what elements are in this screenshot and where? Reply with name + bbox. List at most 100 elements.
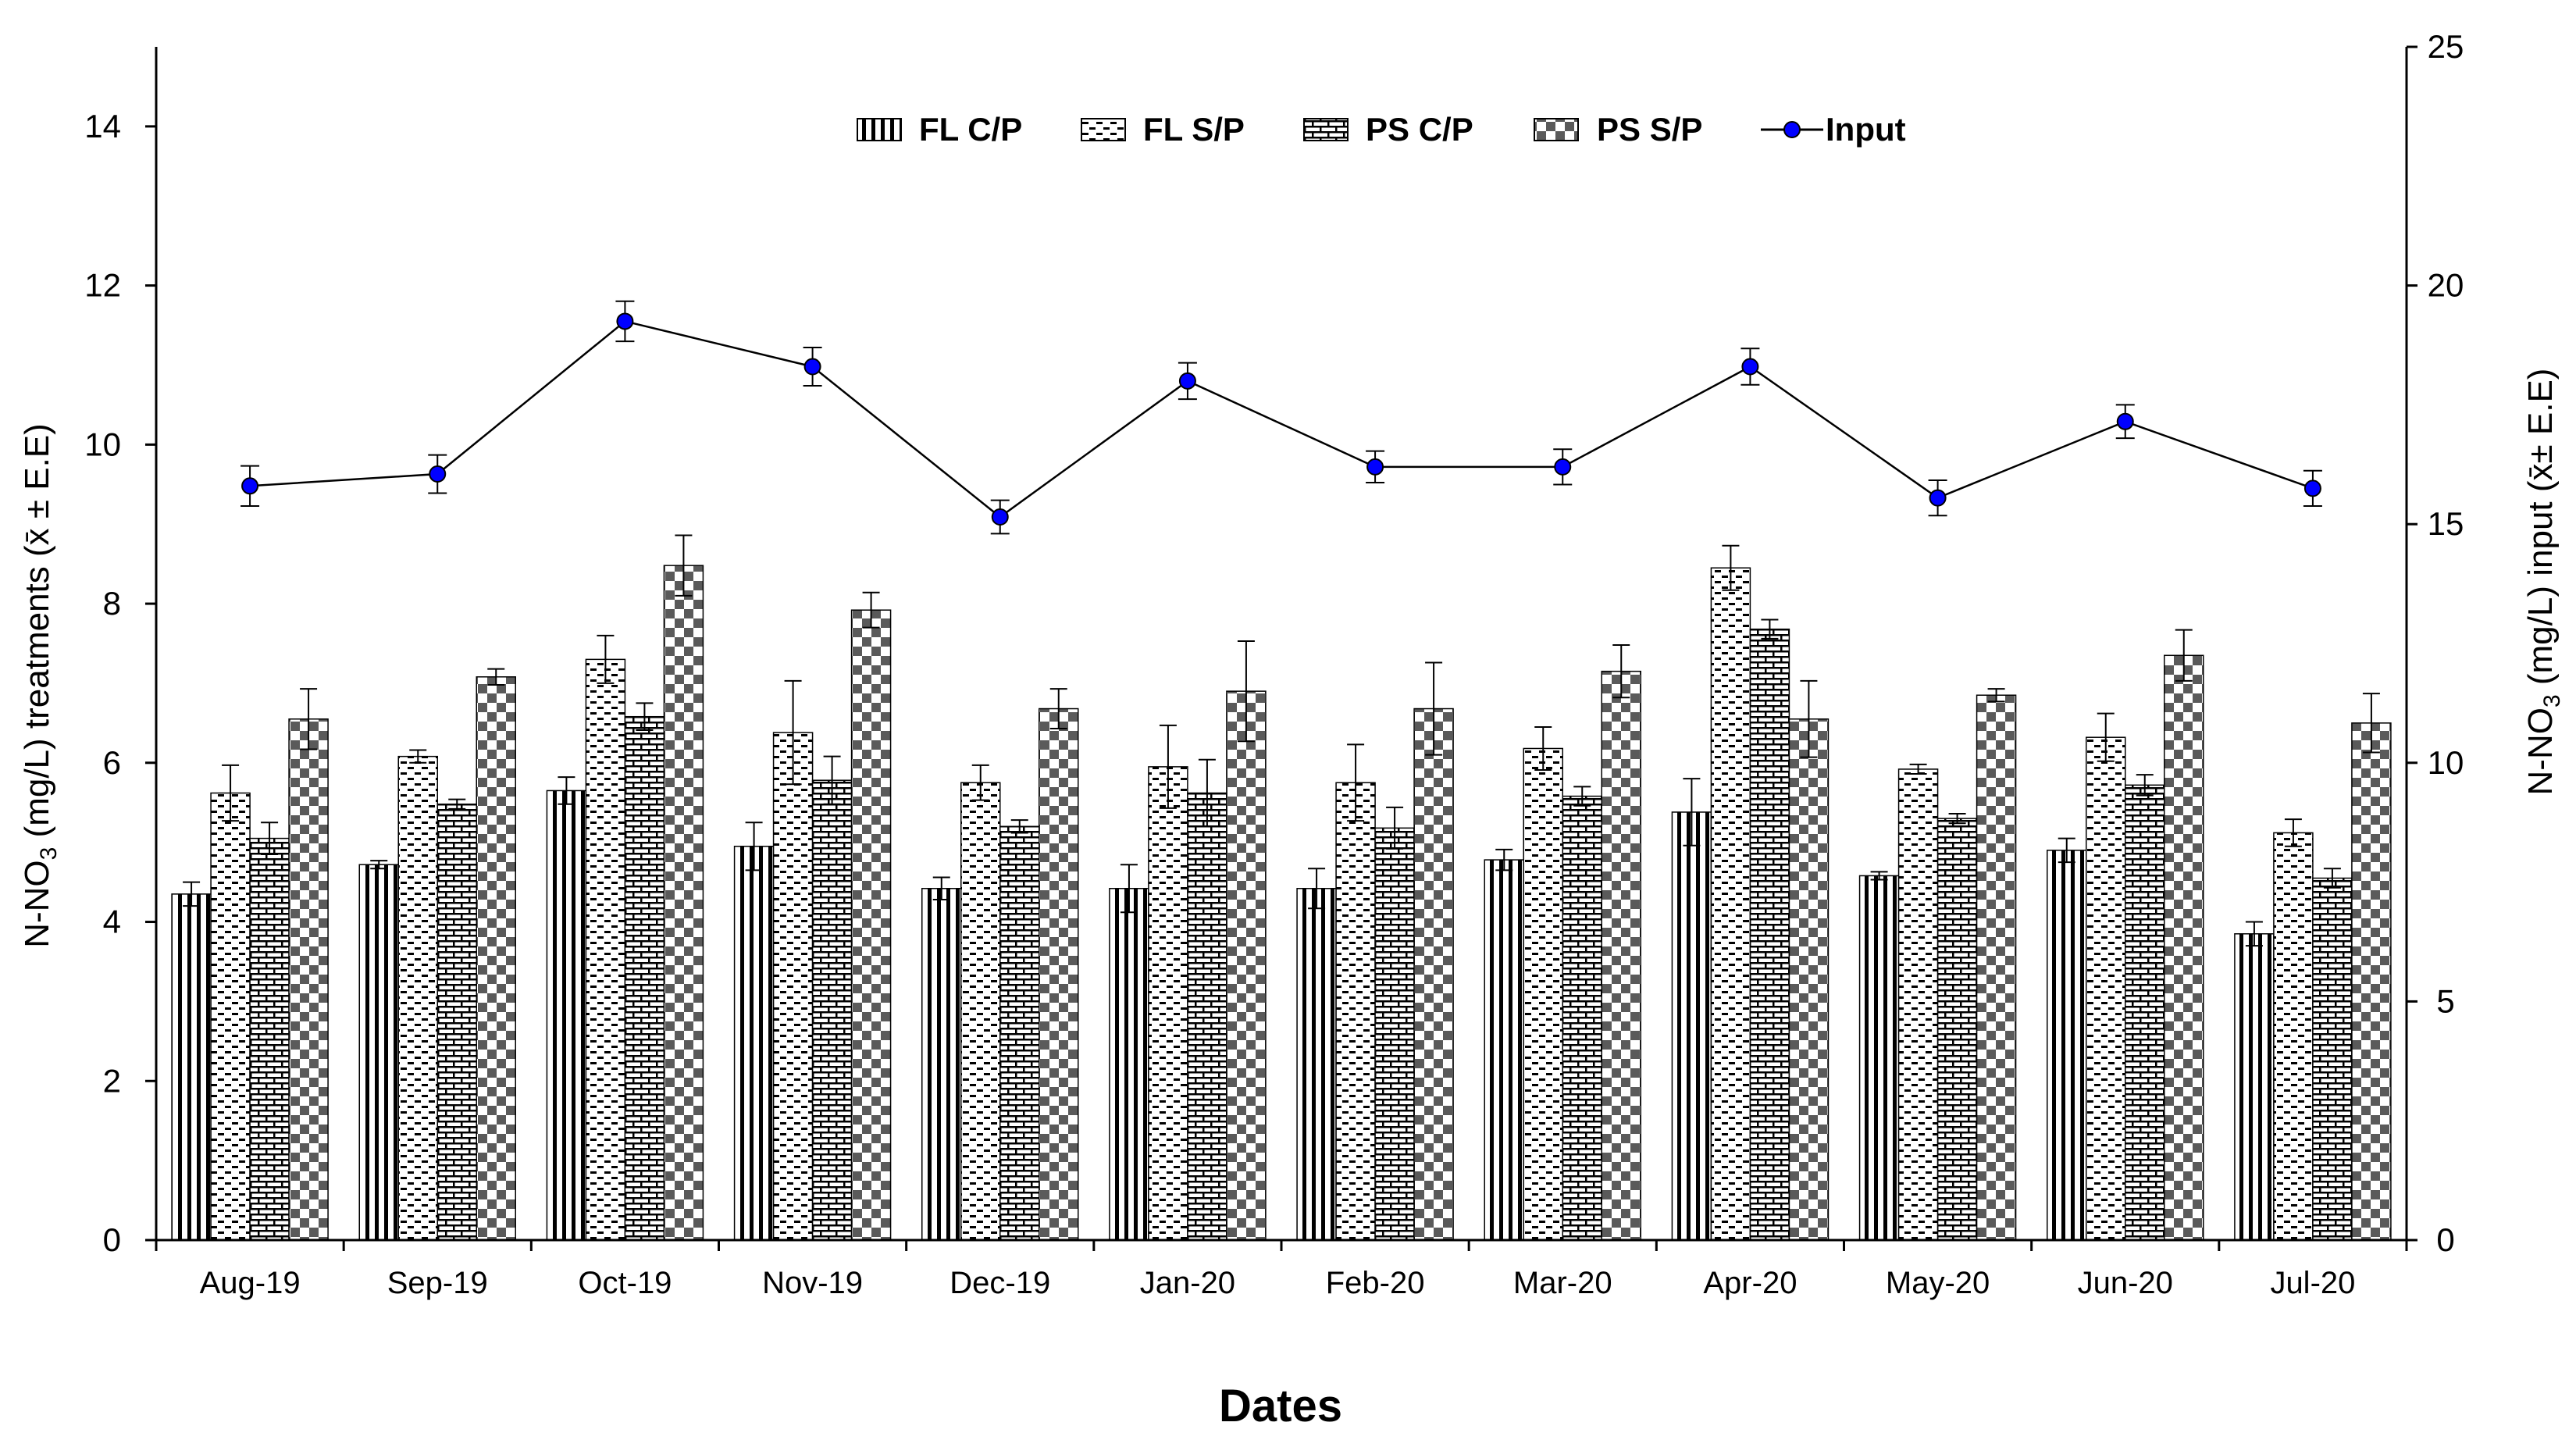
x-axis-title: Dates (1219, 1381, 1342, 1431)
bar-fl-s-p-oct-19 (585, 658, 626, 1241)
error-bar-fl-c-p-feb-20 (1308, 868, 1326, 910)
error-bar-ps-c-p-jul-20 (2323, 868, 2341, 889)
bar-fl-c-p-dec-19 (921, 887, 962, 1241)
bar-ps-c-p-dec-19 (999, 825, 1040, 1241)
error-bar-fl-c-p-sep-19 (370, 860, 388, 870)
x-tick-label-jul-20: Jul-20 (2270, 1266, 2355, 1300)
error-bar-ps-c-p-jan-20 (1198, 758, 1216, 828)
y-tick-label-12: 12 (84, 267, 121, 304)
y2-tick-label-0: 0 (2436, 1221, 2454, 1258)
legend-label-input: Input (1826, 111, 1906, 148)
bar-fl-c-p-oct-19 (546, 790, 587, 1241)
error-bar-fl-s-p-aug-19 (222, 764, 240, 822)
error-bar-ps-c-p-nov-19 (823, 755, 841, 805)
error-bar-ps-s-p-may-20 (1987, 688, 2005, 703)
bar-ps-c-p-sep-19 (436, 804, 477, 1241)
bar-fl-s-p-sep-19 (397, 755, 438, 1241)
input-point-oct-19 (616, 312, 634, 330)
bar-fl-s-p-feb-20 (1335, 782, 1376, 1241)
bar-fl-s-p-dec-19 (960, 782, 1001, 1241)
error-bar-fl-c-p-aug-19 (183, 881, 201, 907)
error-bar-fl-s-p-dec-19 (971, 764, 989, 801)
error-bar-ps-s-p-oct-19 (675, 534, 693, 597)
error-bar-ps-c-p-may-20 (1948, 812, 1966, 825)
bar-ps-s-p-jan-20 (1226, 690, 1267, 1241)
bar-fl-c-p-jun-20 (2047, 850, 2087, 1241)
y2-tick-label-25: 25 (2428, 28, 2464, 65)
input-point-mar-20 (1554, 458, 1572, 476)
error-bar-fl-c-p-dec-19 (932, 876, 950, 901)
y2-tick-label-5: 5 (2436, 982, 2454, 1019)
bar-ps-s-p-apr-20 (1788, 718, 1830, 1241)
legend-label-ps-sp: PS S/P (1597, 111, 1702, 148)
bar-ps-s-p-dec-19 (1039, 708, 1079, 1241)
bar-fl-c-p-apr-20 (1671, 811, 1712, 1241)
bar-ps-s-p-nov-19 (850, 609, 892, 1241)
x-tick-label-apr-20: Apr-20 (1703, 1266, 1797, 1300)
error-bar-ps-c-p-sep-19 (448, 798, 466, 810)
bar-ps-s-p-may-20 (1976, 694, 2017, 1241)
bar-fl-s-p-aug-19 (210, 792, 251, 1241)
input-point-dec-19 (991, 508, 1009, 526)
error-bar-ps-c-p-apr-20 (1761, 618, 1779, 640)
error-bar-fl-c-p-jun-20 (2058, 837, 2075, 864)
error-bar-ps-c-p-feb-20 (1386, 806, 1404, 850)
bar-ps-s-p-jun-20 (2164, 654, 2204, 1241)
bar-fl-s-p-jul-20 (2273, 832, 2314, 1241)
bar-ps-c-p-may-20 (1936, 818, 1978, 1241)
x-tick-label-sep-19: Sep-19 (387, 1266, 488, 1300)
legend-swatch-fl-cp (857, 118, 902, 141)
y-tick-label-6: 6 (103, 744, 121, 781)
y-tick-label-4: 4 (103, 904, 121, 940)
input-point-aug-19 (241, 477, 259, 495)
error-bar-ps-c-p-dec-19 (1010, 819, 1028, 834)
legend-label-fl-sp: FL S/P (1143, 111, 1245, 148)
bar-fl-s-p-jan-20 (1148, 766, 1188, 1241)
x-tick-label-feb-20: Feb-20 (1326, 1266, 1425, 1300)
axes-layer: 0 2 4 6 8 10 12 14 0 5 10 15 20 25 Aug-19 Sep-19 Oct-19 N… (84, 28, 2464, 1300)
error-bar-fl-c-p-nov-19 (745, 822, 763, 871)
error-bar-ps-s-p-sep-19 (487, 668, 505, 686)
error-bar-ps-s-p-dec-19 (1049, 688, 1067, 729)
error-bar-ps-s-p-jul-20 (2362, 693, 2380, 754)
bar-fl-c-p-feb-20 (1296, 887, 1337, 1241)
bar-ps-c-p-mar-20 (1562, 795, 1602, 1241)
input-line-layer (240, 300, 2322, 535)
x-tick-label-oct-19: Oct-19 (578, 1266, 672, 1300)
y-tick-label-8: 8 (103, 585, 121, 622)
y-tick-label-10: 10 (84, 426, 121, 462)
bar-fl-c-p-sep-19 (358, 864, 399, 1241)
y2-tick-label-10: 10 (2428, 744, 2464, 781)
error-bar-ps-c-p-aug-19 (261, 822, 279, 855)
bar-fl-c-p-aug-19 (171, 893, 212, 1241)
legend-label-fl-cp: FL C/P (919, 111, 1022, 148)
bar-fl-s-p-may-20 (1897, 768, 1939, 1241)
bar-fl-c-p-nov-19 (733, 846, 775, 1241)
error-bar-fl-c-p-jan-20 (1120, 864, 1138, 914)
bar-ps-s-p-sep-19 (476, 676, 516, 1241)
error-bar-ps-s-p-mar-20 (1612, 644, 1630, 699)
y2-axis-title: N-NO3 (mg/L) input (x̄± E.E) (2521, 369, 2565, 796)
bar-fl-c-p-jan-20 (1109, 887, 1149, 1241)
error-bar-fl-c-p-oct-19 (558, 776, 575, 805)
bar-ps-c-p-jan-20 (1187, 792, 1227, 1241)
bar-fl-s-p-nov-19 (772, 732, 814, 1241)
error-bar-fl-s-p-apr-20 (1722, 544, 1740, 591)
bar-ps-s-p-feb-20 (1413, 708, 1454, 1241)
error-bar-fl-s-p-jul-20 (2284, 818, 2302, 847)
x-tick-label-aug-19: Aug-19 (200, 1266, 301, 1300)
error-bar-ps-s-p-aug-19 (300, 688, 318, 750)
bar-ps-s-p-aug-19 (288, 718, 329, 1241)
error-bar-ps-c-p-oct-19 (636, 702, 654, 732)
error-bar-ps-s-p-nov-19 (862, 591, 880, 629)
error-bar-fl-c-p-may-20 (1870, 871, 1888, 881)
bar-ps-s-p-mar-20 (1601, 670, 1641, 1241)
error-bar-fl-c-p-jul-20 (2245, 921, 2263, 947)
error-bar-fl-s-p-sep-19 (409, 749, 427, 764)
input-point-jun-20 (2116, 412, 2134, 430)
error-bar-ps-s-p-feb-20 (1425, 661, 1443, 756)
x-tick-label-mar-20: Mar-20 (1513, 1266, 1612, 1300)
bar-ps-c-p-nov-19 (811, 779, 853, 1241)
bar-ps-c-p-aug-19 (249, 837, 290, 1241)
